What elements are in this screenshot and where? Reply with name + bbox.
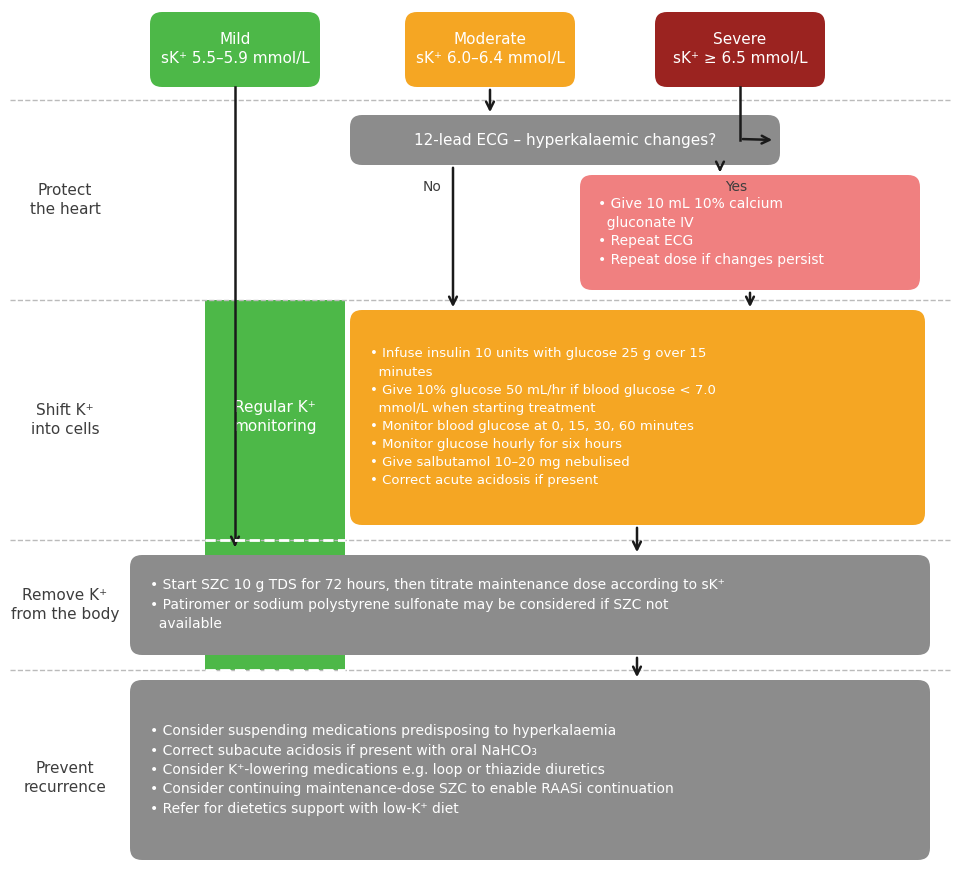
Text: • Infuse insulin 10 units with glucose 25 g over 15
  minutes
• Give 10% glucose: • Infuse insulin 10 units with glucose 2… <box>370 347 716 486</box>
Text: • Consider suspending medications predisposing to hyperkalaemia
• Correct subacu: • Consider suspending medications predis… <box>150 724 674 816</box>
FancyBboxPatch shape <box>205 300 345 555</box>
Text: Shift K⁺
into cells: Shift K⁺ into cells <box>31 402 99 438</box>
FancyBboxPatch shape <box>580 175 920 290</box>
FancyBboxPatch shape <box>350 310 925 525</box>
Text: Severe
sK⁺ ≥ 6.5 mmol/L: Severe sK⁺ ≥ 6.5 mmol/L <box>673 32 807 66</box>
Text: Protect
the heart: Protect the heart <box>30 183 101 217</box>
FancyBboxPatch shape <box>130 680 930 860</box>
Text: No: No <box>422 180 441 194</box>
Text: Yes: Yes <box>725 180 747 194</box>
FancyBboxPatch shape <box>205 310 345 525</box>
FancyBboxPatch shape <box>205 655 345 670</box>
Text: Regular K⁺
monitoring: Regular K⁺ monitoring <box>233 400 317 434</box>
Text: Mild
sK⁺ 5.5–5.9 mmol/L: Mild sK⁺ 5.5–5.9 mmol/L <box>160 32 309 66</box>
Text: 12-lead ECG – hyperkalaemic changes?: 12-lead ECG – hyperkalaemic changes? <box>414 133 716 147</box>
FancyBboxPatch shape <box>655 12 825 87</box>
Text: • Start SZC 10 g TDS for 72 hours, then titrate maintenance dose according to sK: • Start SZC 10 g TDS for 72 hours, then … <box>150 579 725 632</box>
Text: Moderate
sK⁺ 6.0–6.4 mmol/L: Moderate sK⁺ 6.0–6.4 mmol/L <box>416 32 564 66</box>
Text: Remove K⁺
from the body: Remove K⁺ from the body <box>11 587 119 622</box>
Text: Prevent
recurrence: Prevent recurrence <box>24 760 107 796</box>
FancyBboxPatch shape <box>130 555 930 655</box>
FancyBboxPatch shape <box>405 12 575 87</box>
FancyBboxPatch shape <box>350 115 780 165</box>
FancyBboxPatch shape <box>150 12 320 87</box>
Text: • Give 10 mL 10% calcium
  gluconate IV
• Repeat ECG
• Repeat dose if changes pe: • Give 10 mL 10% calcium gluconate IV • … <box>598 198 824 267</box>
